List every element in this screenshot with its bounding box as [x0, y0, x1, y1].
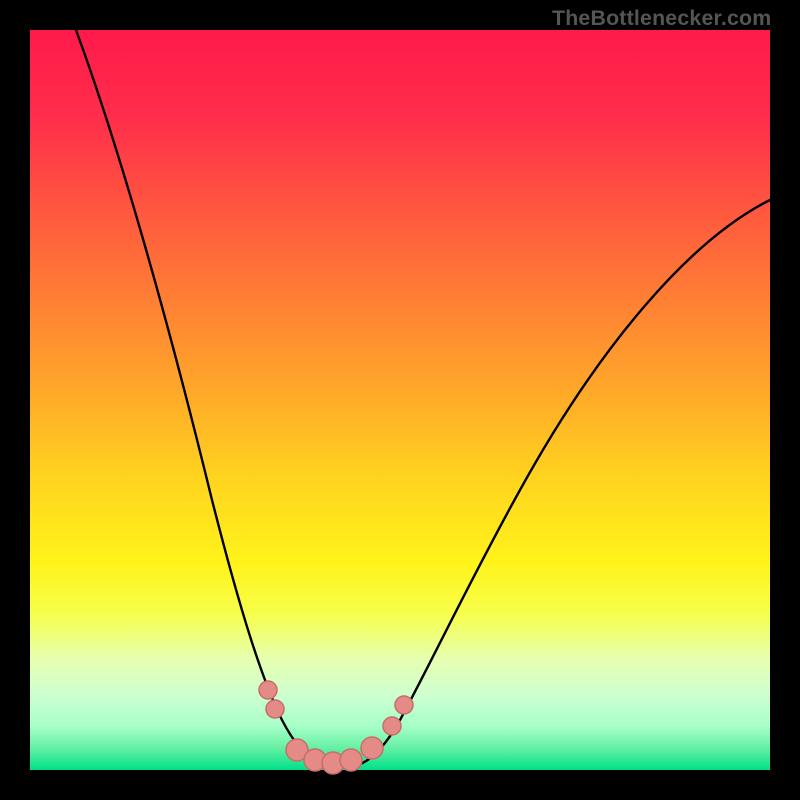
chart-stage: TheBottlenecker.com — [0, 0, 800, 800]
plot-area — [30, 30, 770, 770]
watermark-text: TheBottlenecker.com — [552, 6, 771, 31]
